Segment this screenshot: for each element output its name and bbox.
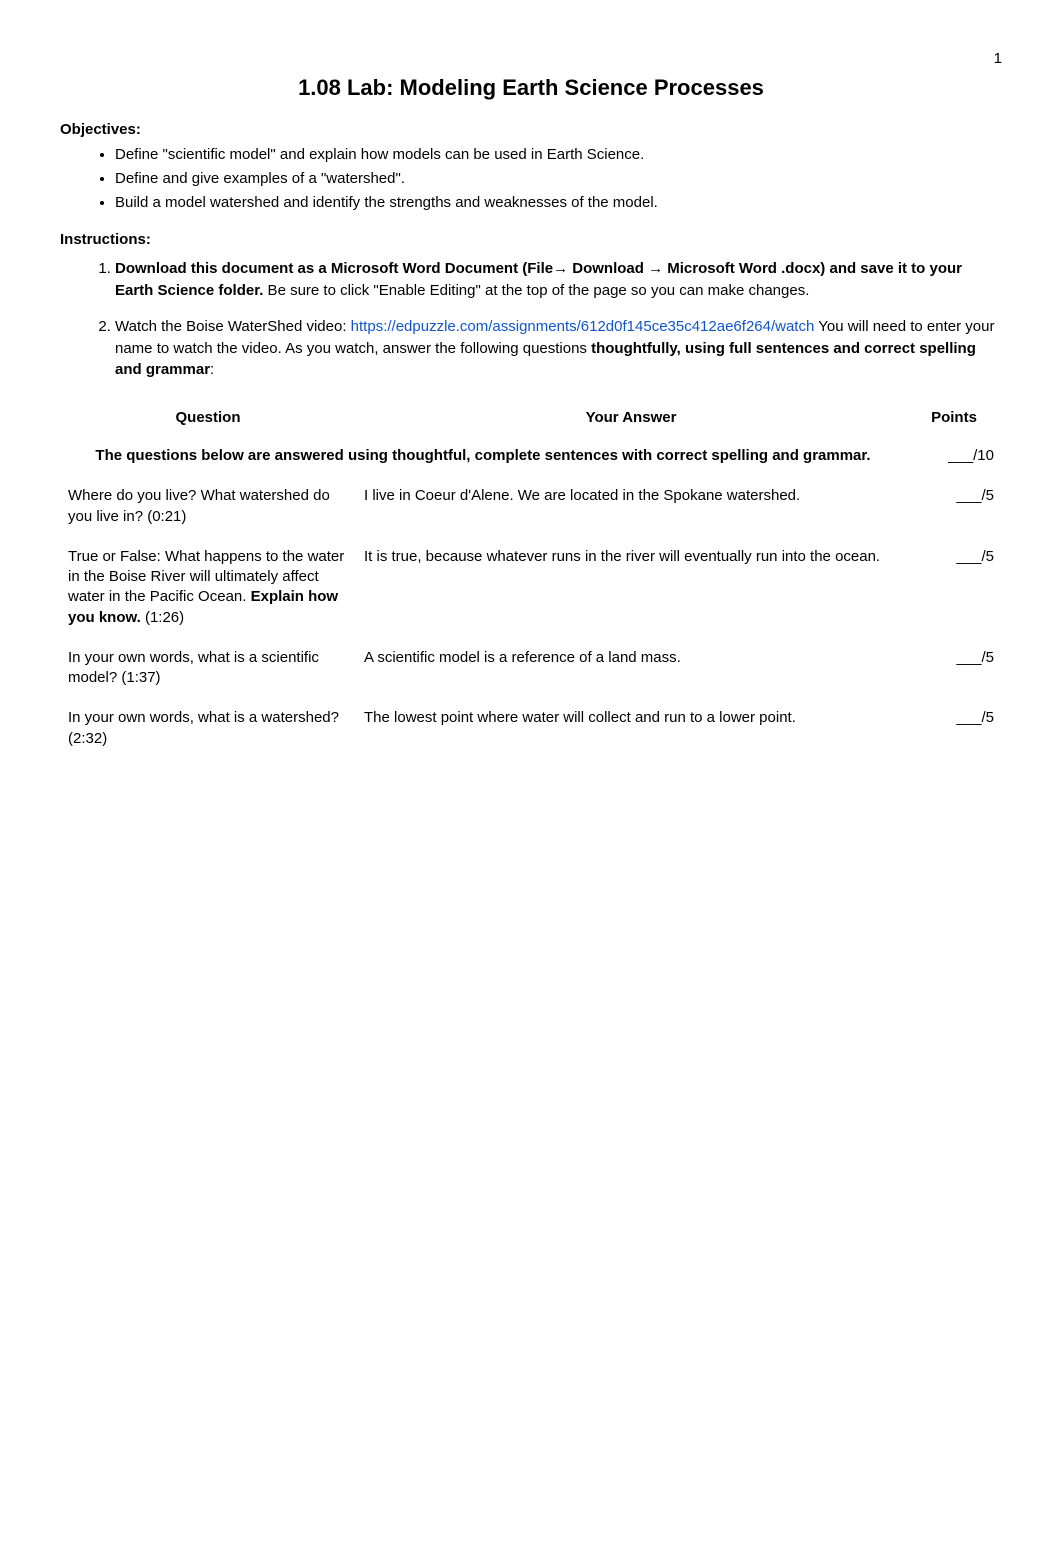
points-cell: ___/5: [906, 700, 1002, 761]
objectives-label: Objectives:: [60, 121, 1002, 138]
instruction-item: Watch the Boise WaterShed video: https:/…: [115, 316, 1002, 381]
instructions-list: Download this document as a Microsoft Wo…: [60, 258, 1002, 381]
question-cell: Where do you live? What watershed do you…: [60, 478, 356, 539]
rubric-text: The questions below are answered using t…: [60, 438, 906, 478]
question-cell: In your own words, what is a watershed? …: [60, 700, 356, 761]
table-header-row: Question Your Answer Points: [60, 403, 1002, 438]
table-row: Where do you live? What watershed do you…: [60, 478, 1002, 539]
video-link[interactable]: https://edpuzzle.com/assignments/612d0f1…: [351, 318, 815, 335]
objective-item: Define and give examples of a "watershed…: [115, 168, 1002, 190]
instruction-text: Watch the Boise WaterShed video:: [115, 318, 351, 335]
table-row: In your own words, what is a scientific …: [60, 640, 1002, 701]
objectives-list: Define "scientific model" and explain ho…: [60, 144, 1002, 213]
points-cell: ___/5: [906, 478, 1002, 539]
table-row: True or False: What happens to the water…: [60, 539, 1002, 640]
instruction-text: :: [210, 361, 214, 378]
rubric-points: ___/10: [906, 438, 1002, 478]
question-cell: In your own words, what is a scientific …: [60, 640, 356, 701]
answer-cell: The lowest point where water will collec…: [356, 700, 906, 761]
points-cell: ___/5: [906, 539, 1002, 640]
page-number: 1: [994, 50, 1002, 67]
instruction-item: Download this document as a Microsoft Wo…: [115, 258, 1002, 302]
col-header-points: Points: [906, 403, 1002, 438]
points-cell: ___/5: [906, 640, 1002, 701]
table-row: In your own words, what is a watershed? …: [60, 700, 1002, 761]
col-header-question: Question: [60, 403, 356, 438]
rubric-text-span: The questions below are answered using t…: [95, 447, 870, 464]
rubric-row: The questions below are answered using t…: [60, 438, 1002, 478]
instruction-text: Be sure to click "Enable Editing" at the…: [263, 282, 809, 299]
answer-cell: It is true, because whatever runs in the…: [356, 539, 906, 640]
instructions-label: Instructions:: [60, 231, 1002, 248]
page: 1 1.08 Lab: Modeling Earth Science Proce…: [0, 0, 1062, 1556]
answer-cell: A scientific model is a reference of a l…: [356, 640, 906, 701]
answer-cell: I live in Coeur d'Alene. We are located …: [356, 478, 906, 539]
col-header-answer: Your Answer: [356, 403, 906, 438]
objective-item: Define "scientific model" and explain ho…: [115, 144, 1002, 166]
question-text: (1:26): [141, 609, 184, 626]
page-title: 1.08 Lab: Modeling Earth Science Process…: [60, 75, 1002, 101]
question-cell: True or False: What happens to the water…: [60, 539, 356, 640]
objective-item: Build a model watershed and identify the…: [115, 192, 1002, 214]
questions-table: Question Your Answer Points The question…: [60, 403, 1002, 761]
